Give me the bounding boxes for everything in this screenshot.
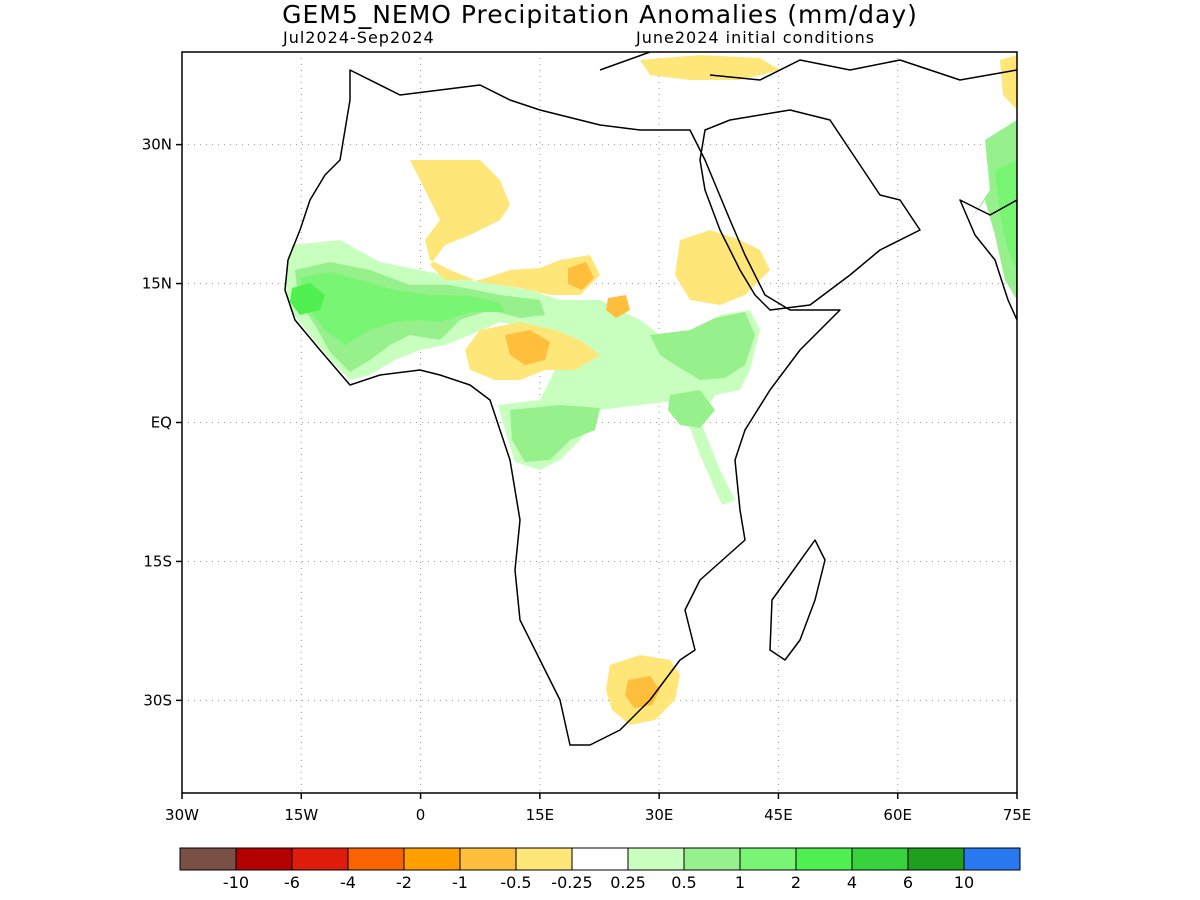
colorbar-swatch xyxy=(683,847,741,871)
x-tick-label: 30W xyxy=(165,806,199,824)
x-tick-label: 75E xyxy=(1003,806,1032,824)
colorbar-swatch xyxy=(907,847,965,871)
colorbar-swatch xyxy=(291,847,349,871)
colorbar-swatch xyxy=(627,847,685,871)
north-coastline xyxy=(599,52,1017,81)
wet-anomaly-strong-west xyxy=(300,272,505,345)
y-tick-label: 30S xyxy=(143,691,172,709)
colorbar-label: -6 xyxy=(284,873,300,892)
x-tick-label: 45E xyxy=(764,806,793,824)
colorbar-label: 4 xyxy=(847,873,857,892)
x-tick-label: 60E xyxy=(883,806,912,824)
colorbar-label: -4 xyxy=(340,873,356,892)
dry-anomaly-sudan-medium xyxy=(606,295,630,318)
colorbar-label: 0.5 xyxy=(671,873,696,892)
dry-anomaly-sudan xyxy=(675,230,770,305)
colorbar-label: -10 xyxy=(223,873,249,892)
colorbar-swatch xyxy=(851,847,909,871)
colorbar-swatch xyxy=(179,847,237,871)
plot-frame xyxy=(181,51,1018,794)
colorbar-label: 0.25 xyxy=(610,873,646,892)
wet-anomaly-ethiopia xyxy=(650,312,755,380)
dry-anomaly-south-africa-medium xyxy=(625,676,660,708)
colorbar-swatch xyxy=(963,847,1021,871)
wet-anomaly-congo xyxy=(510,405,600,462)
y-tick-label: 15N xyxy=(142,275,172,293)
y-tick-label: EQ xyxy=(151,414,172,432)
anomaly-shading xyxy=(285,55,1017,725)
forecast-period: Jul2024-Sep2024 xyxy=(283,28,435,47)
colorbar: -10 -6 -4 -2 -1 -0.5 -0.25 0.25 0.5 1 2 4 6 10 xyxy=(179,847,1021,892)
coastlines xyxy=(284,52,1017,746)
colorbar-swatch xyxy=(739,847,797,871)
dry-anomaly-niger xyxy=(568,262,594,290)
madagascar-coastline xyxy=(769,539,826,661)
colorbar-label: -1 xyxy=(452,873,468,892)
latitude-axis: 30N 15N EQ 15S 30S xyxy=(142,136,182,709)
dry-anomaly-east-yemen xyxy=(1000,55,1017,110)
y-tick-label: 15S xyxy=(143,552,172,570)
colorbar-swatch xyxy=(459,847,517,871)
wet-anomaly-india xyxy=(970,120,1017,300)
colorbar-swatch xyxy=(515,847,573,871)
colorbar-swatch xyxy=(403,847,461,871)
colorbar-label: 1 xyxy=(735,873,745,892)
colorbar-label: -2 xyxy=(396,873,412,892)
colorbar-swatch xyxy=(795,847,853,871)
wet-anomaly-great-lakes xyxy=(668,390,715,428)
india-coastline xyxy=(959,199,1017,321)
wet-anomaly-india-strong xyxy=(995,160,1017,270)
x-tick-label: 0 xyxy=(416,806,426,824)
arabia-coastline xyxy=(699,109,921,311)
x-tick-label: 30E xyxy=(645,806,674,824)
colorbar-swatch xyxy=(347,847,405,871)
x-tick-label: 15W xyxy=(284,806,318,824)
map-gridlines xyxy=(182,52,1017,793)
colorbar-label: 10 xyxy=(954,873,974,892)
colorbar-label: 6 xyxy=(903,873,913,892)
colorbar-label: -0.5 xyxy=(500,873,531,892)
map-title: GEM5_NEMO Precipitation Anomalies (mm/da… xyxy=(282,0,918,29)
wet-anomaly-strong-coast xyxy=(290,283,325,315)
colorbar-swatch xyxy=(571,847,629,871)
colorbar-label: 2 xyxy=(791,873,801,892)
initial-conditions-label: June2024 initial conditions xyxy=(636,28,876,47)
longitude-axis: 30W 15W 0 15E 30E 45E 60E 75E xyxy=(165,793,1031,824)
colorbar-swatch xyxy=(235,847,293,871)
colorbar-label: -0.25 xyxy=(551,873,592,892)
dry-anomaly-sahara xyxy=(410,160,600,295)
y-tick-label: 30N xyxy=(142,136,172,154)
x-tick-label: 15E xyxy=(526,806,555,824)
dry-anomaly-chad-medium xyxy=(505,330,550,365)
africa-coastline xyxy=(284,69,841,746)
dry-anomaly-north-coast xyxy=(640,55,780,80)
